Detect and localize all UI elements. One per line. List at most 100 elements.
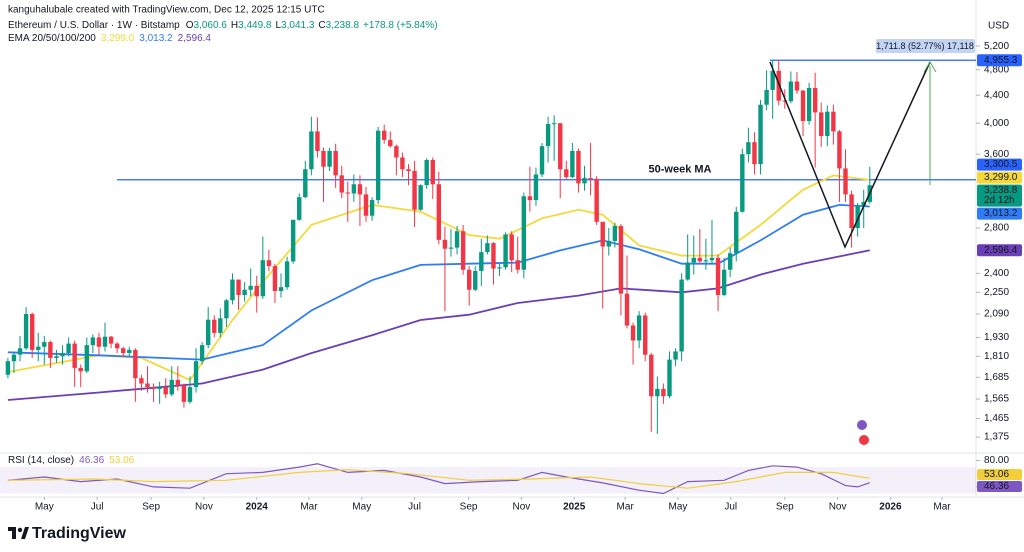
logo[interactable]: TradingView [8,525,127,542]
y-tick-label: 1,930 [984,332,1009,343]
candle-body [691,257,696,263]
price-tag: 46.36 [984,481,1009,492]
annotation: 50-week MA [649,164,712,176]
price-tag-bg [977,468,1022,480]
legend-text: EMA 20/50/100/200 [8,33,96,44]
candle-body [636,315,642,341]
candle-body [60,353,65,357]
y-tick-label: 1,685 [984,372,1009,383]
candle-body [533,174,539,201]
event-icon[interactable] [857,420,867,430]
candle-body [230,279,235,301]
y-tick-label: 1,465 [984,413,1009,424]
x-tick-label: Nov [512,502,530,513]
candle-body [825,111,830,136]
candle-body [782,100,788,102]
candle-body [576,150,581,184]
candle-body [11,354,17,362]
candle-body [151,387,156,389]
candle-body [218,318,223,333]
price-tag-bg [977,207,1022,220]
author-line: kanguhalubale created with TradingView.c… [8,5,325,16]
candle-body [697,257,703,262]
candle-body [837,131,842,169]
legend-text: 53.06 [109,455,134,466]
x-tick-label: Nov [195,502,213,513]
drawings [769,61,937,445]
price-tag: 2,596.4 [984,245,1018,256]
x-tick-label: 2025 [563,502,586,513]
candle-body [424,159,429,186]
candle-body [770,70,775,90]
candle-body [436,184,442,240]
candle-body [266,260,272,267]
candle-body [806,87,812,122]
price-tag-bg [977,184,1022,207]
legend: Ethereum / U.S. Dollar · 1W · Bitstamp O3… [8,20,438,466]
candle-body [278,287,284,292]
candle-body [740,154,745,212]
y-tick-label: 1,810 [984,351,1009,362]
candle-body [205,319,211,346]
rsi-legend: RSI (14, close) 46.36 53.06 [8,455,135,466]
candle-body [594,178,599,222]
candle-body [284,261,290,288]
candle-body [618,225,624,294]
candle-body [794,81,800,91]
candle-body [673,351,678,360]
candle-body [551,123,557,125]
candle-body [339,175,344,193]
candle-body [382,130,387,140]
candle-body [72,343,77,368]
candle-body [193,361,199,388]
candle-body [303,169,308,198]
candle-body [133,349,138,379]
price-tag: 53.06 [984,469,1009,480]
candle-body [764,89,769,105]
candle-body [849,194,854,229]
candle-body [558,123,563,170]
price-tag-bg [977,244,1022,257]
y-tick-label: 4,400 [984,90,1009,101]
candle-body [661,388,666,397]
legend-text: 3,449.8 [238,20,272,31]
x-tick-label: Mar [617,502,635,513]
y-tick-label: 5,200 [984,41,1009,52]
candle-body [290,219,296,262]
ema-line [7,203,870,361]
candle-body [388,139,393,147]
countdown: 2d 12h [984,195,1015,206]
y-tick-label: 2,400 [984,268,1009,279]
y-tick-label: 3,600 [984,149,1009,160]
candle-body [564,169,569,178]
candle-body [114,343,120,349]
candle-body [466,269,472,290]
candle-body [588,177,593,179]
candle-body [369,200,375,216]
price-tag: 3,299.0 [984,172,1018,183]
candle-body [242,289,247,295]
candle-body [187,387,193,402]
price-tag-bg [977,171,1022,184]
candle-body [169,379,174,395]
candle-body [321,150,326,167]
event-icon[interactable] [859,435,869,445]
candle-body [357,184,363,195]
x-tick-label: Sep [776,502,794,513]
candle-body [479,252,484,271]
candle-body [327,150,332,167]
candle-body [800,90,806,122]
candle-body [746,142,751,155]
price-tag-bg [977,158,1022,171]
rsi-line [7,463,870,495]
candle-body [527,196,533,201]
price-tag: 3,300.5 [984,159,1018,170]
candle-body [212,319,217,333]
x-tick-label: May [352,502,371,513]
legend-text: 3,299.0 [101,33,135,44]
main-pane: 1,375 1,465 1,565 1,685 1,810 1,930 2,090 2,250… [5,21,1009,513]
x-tick-label: Jul [724,502,737,513]
candle-body [582,177,587,184]
x-tick-label: Jul [408,502,421,513]
candle-body [776,70,781,101]
